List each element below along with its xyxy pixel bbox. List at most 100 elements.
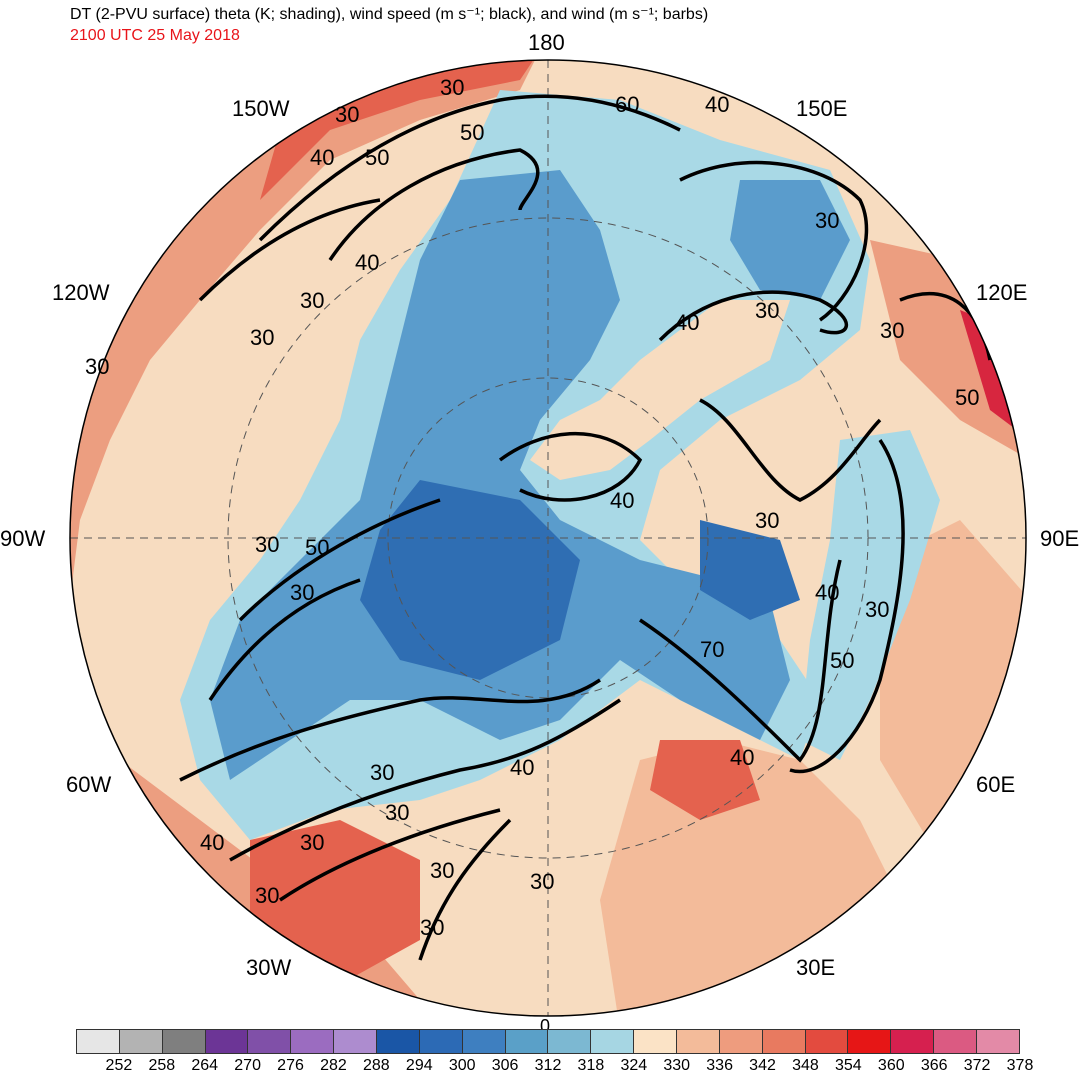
- lon-label-60w: 60W: [66, 772, 112, 797]
- colorbar-swatch: [77, 1030, 120, 1053]
- colorbar-tick-label: 360: [877, 1057, 905, 1074]
- colorbar-tick-label: 276: [277, 1057, 304, 1074]
- contour-label: 30: [85, 354, 109, 379]
- contour-label: 60: [615, 92, 639, 117]
- contour-label: 40: [675, 310, 699, 335]
- colorbar-tick-label: 306: [491, 1057, 519, 1074]
- contour-label: 30: [255, 532, 279, 557]
- colorbar-swatch: [334, 1030, 378, 1053]
- colorbar-tick-label: 288: [363, 1057, 390, 1074]
- colorbar-tick-label: 258: [148, 1057, 176, 1074]
- colorbar-swatch: [291, 1030, 335, 1053]
- colorbar-swatch: [505, 1030, 549, 1053]
- contour-label: 40: [610, 488, 634, 513]
- contour-label: 40: [510, 755, 534, 780]
- contour-label: 30: [865, 597, 889, 622]
- colorbar-tick-label: 336: [706, 1057, 733, 1074]
- colorbar-tick-label: 330: [663, 1057, 691, 1074]
- lon-label-0: 0: [540, 1016, 551, 1036]
- contour-label: 50: [460, 120, 484, 145]
- contour-label: 30: [370, 760, 394, 785]
- colorbar-swatch: [762, 1030, 806, 1053]
- lon-label-90e: 90E: [1040, 526, 1080, 551]
- colorbar-swatch: [977, 1030, 1019, 1053]
- colorbar-tick-label: 312: [534, 1057, 562, 1074]
- colorbar-tick-label: 324: [620, 1057, 648, 1074]
- lon-label-150w: 150W: [232, 96, 290, 121]
- colorbar-tick-label: 378: [1006, 1057, 1034, 1074]
- plot-title: DT (2-PVU surface) theta (K; shading), w…: [70, 6, 709, 23]
- contour-label: 30: [755, 298, 779, 323]
- map-border: [69, 59, 1027, 1017]
- valid-time-label: 2100 UTC 25 May 2018: [70, 27, 240, 44]
- contour-label: 30: [530, 869, 554, 894]
- colorbar-swatch: [805, 1030, 849, 1053]
- contour-label: 30: [255, 883, 279, 908]
- colorbar-tick-label: 372: [963, 1057, 991, 1074]
- contour-label: 50: [830, 648, 854, 673]
- wind-speed-contours: [179, 94, 992, 961]
- colorbar-swatch: [634, 1030, 678, 1053]
- contour-label: 30: [300, 288, 324, 313]
- colorbar-swatch: [248, 1030, 292, 1053]
- colorbar-tick-label: 342: [749, 1057, 776, 1074]
- colorbar-tick-label: 354: [835, 1057, 862, 1074]
- colorbar-swatch: [119, 1030, 163, 1053]
- colorbar-tick-label: 300: [448, 1057, 476, 1074]
- lon-label-120e: 120E: [976, 280, 1028, 305]
- colorbar-tick-label: 264: [191, 1057, 219, 1074]
- contour-label: 30: [385, 800, 409, 825]
- colorbar-tick-label: 282: [320, 1057, 347, 1074]
- lon-label-30w: 30W: [246, 955, 292, 980]
- colorbar-swatch: [891, 1030, 935, 1053]
- colorbar-tick-label: 270: [234, 1057, 261, 1074]
- contour-label: 30: [250, 325, 274, 350]
- colorbar-tick-label: 318: [577, 1057, 605, 1074]
- contour-label: 40: [355, 250, 379, 275]
- colorbar-tick-label: 252: [105, 1057, 133, 1074]
- contour-label: 30: [335, 102, 359, 127]
- colorbar: [76, 1029, 1020, 1054]
- contour-label: 30: [420, 915, 444, 940]
- colorbar-swatch: [548, 1030, 592, 1053]
- colorbar-tick-label: 366: [920, 1057, 948, 1074]
- contour-label: 40: [200, 830, 224, 855]
- contour-label: 50: [365, 145, 389, 170]
- lon-label-30e: 30E: [796, 955, 836, 980]
- colorbar-swatch: [377, 1030, 420, 1053]
- contour-label: 40: [730, 745, 754, 770]
- colorbar-swatch: [719, 1030, 763, 1053]
- lon-label-180: 180: [528, 30, 565, 55]
- colorbar-tick-label: 294: [405, 1057, 433, 1074]
- contour-label: 30: [755, 508, 779, 533]
- colorbar-labels: 252 258 264 270 276 282 288 294 300 306 312 318 324 3…: [76, 1057, 1034, 1077]
- colorbar-tick-label: 348: [792, 1057, 819, 1074]
- contour-label: 40: [815, 580, 839, 605]
- contour-label: 30: [430, 858, 454, 883]
- colorbar-swatch: [677, 1030, 720, 1053]
- colorbar-swatch: [934, 1030, 978, 1053]
- contour-label: 30: [815, 208, 839, 233]
- lon-label-60e: 60E: [976, 772, 1016, 797]
- contour-label: 30: [440, 75, 464, 100]
- colorbar-swatch: [419, 1030, 463, 1053]
- colorbar-swatch: [162, 1030, 206, 1053]
- colorbar-swatch: [591, 1030, 635, 1053]
- graticule: [70, 60, 1026, 1016]
- colorbar-swatch: [462, 1030, 506, 1053]
- contour-label: 30: [290, 580, 314, 605]
- contour-label: 70: [700, 637, 724, 662]
- colorbar-swatch: [848, 1030, 892, 1053]
- contour-label: 50: [305, 535, 329, 560]
- lon-label-150e: 150E: [796, 96, 848, 121]
- contour-label: 30: [880, 318, 904, 343]
- contour-label: 50: [955, 385, 979, 410]
- lon-label-90w: 90W: [0, 526, 46, 551]
- colorbar-swatch: [205, 1030, 249, 1053]
- lon-label-120w: 120W: [52, 280, 110, 305]
- contour-label: 40: [310, 145, 334, 170]
- contour-label: 40: [705, 92, 729, 117]
- contour-label: 30: [300, 830, 324, 855]
